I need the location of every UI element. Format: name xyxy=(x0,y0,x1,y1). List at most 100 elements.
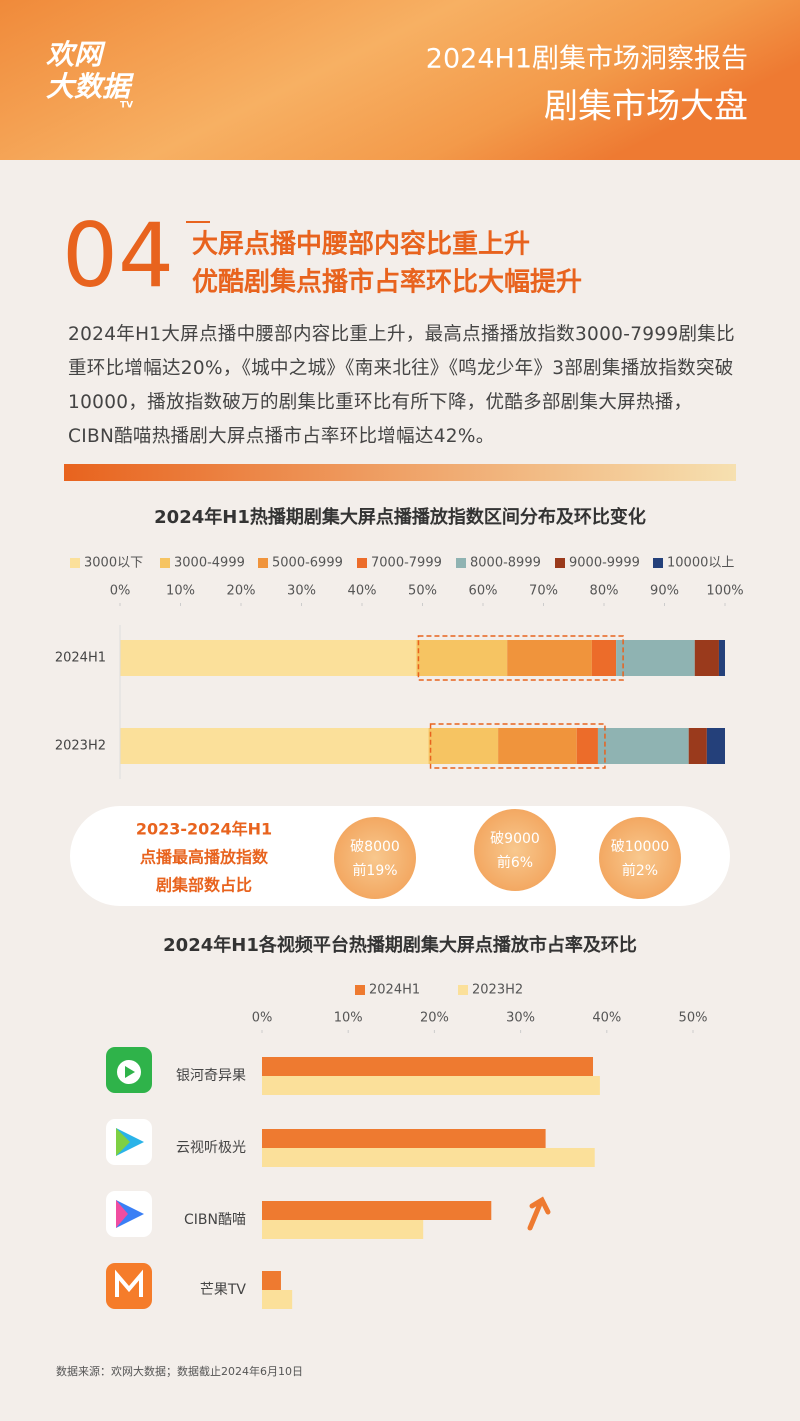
bar-segment xyxy=(428,728,499,764)
callout-title: 点播最高播放指数 xyxy=(140,848,269,867)
legend-swatch xyxy=(456,558,466,568)
x-tick-label: 50% xyxy=(679,1011,708,1026)
bar-segment xyxy=(591,640,617,676)
highlight-box xyxy=(417,635,624,681)
callout-text: 破9000 xyxy=(490,831,540,847)
bar-segment xyxy=(688,728,707,764)
legend-swatch xyxy=(555,558,565,568)
x-tick-label: 10% xyxy=(334,1011,363,1026)
x-tick-label: 20% xyxy=(420,1011,449,1026)
bar xyxy=(262,1290,293,1309)
x-tick-label: 20% xyxy=(227,584,256,599)
chart-title: 2024年H1热播期剧集大屏点播播放指数区间分布及环比变化 xyxy=(154,506,646,528)
x-tick-label: 40% xyxy=(348,584,377,599)
bar-segment xyxy=(706,728,725,764)
legend-label: 3000以下 xyxy=(84,556,143,571)
bar xyxy=(262,1271,281,1290)
bar-segment xyxy=(498,728,577,764)
callout-text: 前6% xyxy=(497,854,533,871)
gradient-bar xyxy=(64,464,736,481)
bar-segment xyxy=(718,640,725,676)
callout-circle xyxy=(334,817,416,899)
legend-label: 5000-6999 xyxy=(272,556,343,571)
icon xyxy=(115,1269,143,1297)
bar-segment xyxy=(507,640,592,676)
bar xyxy=(262,1220,424,1239)
source: 数据来源：欢网大数据；数据截止2024年6月10日 xyxy=(56,1364,303,1378)
bar-segment xyxy=(616,640,695,676)
section-number: 04 xyxy=(62,204,174,307)
x-tick-label: 0% xyxy=(110,584,131,599)
icon xyxy=(116,1200,128,1228)
legend-label: 2023H2 xyxy=(472,983,523,998)
x-tick-label: 30% xyxy=(287,584,316,599)
legend-label: 9000-9999 xyxy=(569,556,640,571)
legend-swatch xyxy=(357,558,367,568)
bar-segment xyxy=(120,728,429,764)
bar xyxy=(262,1057,594,1076)
y-tick-label: 芒果TV xyxy=(200,1282,247,1298)
legend-label: 2024H1 xyxy=(369,983,420,998)
legend-label: 3000-4999 xyxy=(174,556,245,571)
logo: 欢网 xyxy=(46,38,106,71)
bar-segment xyxy=(416,640,508,676)
logo-badge: TV xyxy=(120,101,133,111)
legend-swatch xyxy=(70,558,80,568)
callout-title: 剧集部数占比 xyxy=(156,876,252,895)
highlight-box xyxy=(429,723,606,769)
header-title: 2024H1剧集市场洞察报告 xyxy=(426,44,748,75)
legend-swatch xyxy=(160,558,170,568)
bar-segment xyxy=(597,728,689,764)
bar-segment xyxy=(694,640,719,676)
icon xyxy=(116,1128,130,1156)
callout-title: 2023-2024年H1 xyxy=(136,820,272,839)
y-tick-label: 2024H1 xyxy=(55,651,106,666)
callout-text: 前2% xyxy=(622,862,658,879)
callout-text: 破10000 xyxy=(611,839,670,855)
bar xyxy=(262,1148,595,1167)
x-tick-label: 70% xyxy=(529,584,558,599)
bar xyxy=(262,1076,600,1095)
header-subtitle: 剧集市场大盘 xyxy=(544,87,748,127)
callout-text: 破8000 xyxy=(350,839,400,855)
y-tick-label: CIBN酷喵 xyxy=(184,1212,246,1228)
x-tick-label: 100% xyxy=(706,584,743,599)
x-tick-label: 90% xyxy=(650,584,679,599)
icon xyxy=(125,1066,135,1078)
header-band xyxy=(0,0,800,160)
y-tick-label: 银河奇异果 xyxy=(176,1067,246,1084)
legend-swatch xyxy=(355,985,365,995)
y-tick-label: 2023H2 xyxy=(55,739,106,754)
legend-label: 8000-8999 xyxy=(470,556,541,571)
logo: 大数据 xyxy=(46,70,135,103)
legend-swatch xyxy=(258,558,268,568)
callout-circle xyxy=(599,817,681,899)
x-tick-label: 80% xyxy=(590,584,619,599)
bar xyxy=(262,1129,546,1148)
body-text: 2024年H1大屏点播中腰部内容比重上升，最高点播播放指数3000-7999剧集… xyxy=(68,324,735,447)
headline: 大屏点播中腰部内容比重上升 xyxy=(192,229,530,260)
platform-icons xyxy=(106,1047,152,1309)
legend-label: 10000以上 xyxy=(667,556,734,571)
x-tick-label: 40% xyxy=(592,1011,621,1026)
bar xyxy=(262,1201,492,1220)
x-tick-label: 50% xyxy=(408,584,437,599)
up-arrow xyxy=(527,1196,551,1231)
bar-segment xyxy=(120,640,417,676)
x-tick-label: 0% xyxy=(252,1011,273,1026)
x-tick-label: 60% xyxy=(469,584,498,599)
legend-swatch xyxy=(653,558,663,568)
x-tick-label: 10% xyxy=(166,584,195,599)
x-tick-label: 30% xyxy=(506,1011,535,1026)
headline: 优酷剧集点播市占率环比大幅提升 xyxy=(192,267,582,298)
bar-segment xyxy=(576,728,598,764)
callout-text: 前19% xyxy=(352,862,397,879)
chart-title: 2024年H1各视频平台热播期剧集大屏点播放市占率及环比 xyxy=(163,934,637,956)
callout-circle xyxy=(474,809,556,891)
legend-swatch xyxy=(458,985,468,995)
y-tick-label: 云视听极光 xyxy=(176,1140,246,1156)
icon xyxy=(116,1200,144,1228)
legend-label: 7000-7999 xyxy=(371,556,442,571)
